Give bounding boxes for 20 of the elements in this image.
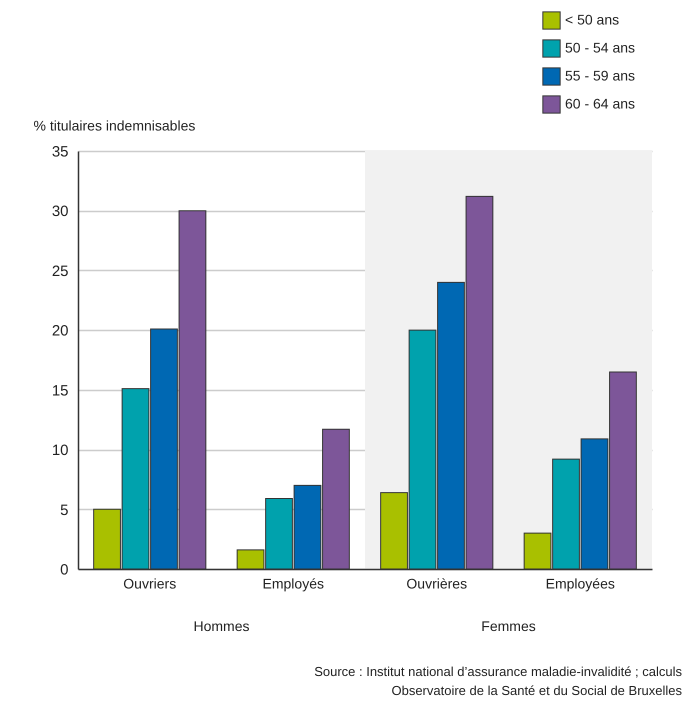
y-tick-label: 15: [52, 382, 68, 400]
y-tick-label: 0: [60, 562, 68, 578]
y-tick-label: 10: [52, 442, 68, 460]
y-tick-label: 35: [52, 144, 68, 160]
legend-label: 60 - 64 ans: [565, 96, 636, 112]
text: Femmes: [481, 618, 536, 634]
legend-label: 50 - 54 ans: [565, 40, 636, 56]
legend-label: < 50 ans: [565, 12, 620, 28]
y-tick-label: 30: [52, 203, 68, 220]
y-tick-label: 25: [52, 262, 68, 280]
x-tick-label: Employées: [546, 576, 615, 592]
y-tick-label: 20: [52, 322, 68, 340]
x-tick-label: Employés: [262, 576, 324, 592]
y-tick-label: 5: [60, 502, 68, 519]
y-axis-title: % titulaires indemnisables: [34, 118, 196, 134]
text: Hommes: [193, 618, 250, 634]
x-tick-label: Ouvriers: [123, 576, 176, 592]
x-tick-label: Ouvrières: [406, 576, 468, 592]
source-note: Source : Institut national d’assurance maladie-invalidité ; calculs Observatoire de la Santé et du Social de Bruxelles: [314, 664, 682, 698]
legend-label: 55 - 59 ans: [565, 68, 636, 84]
